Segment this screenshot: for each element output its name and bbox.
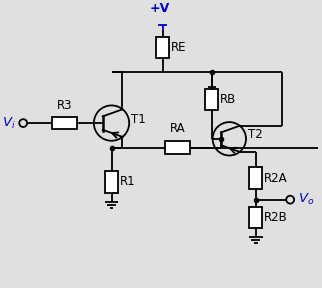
Bar [250, 167, 262, 189]
Text: R2A: R2A [264, 172, 288, 185]
Text: +V: +V [149, 2, 170, 15]
Bar [156, 37, 169, 58]
Text: R1: R1 [120, 175, 136, 188]
Text: R2B: R2B [264, 211, 288, 224]
Bar [165, 141, 190, 154]
Bar [205, 89, 218, 110]
Text: T2: T2 [248, 128, 263, 141]
Text: $V_o$: $V_o$ [298, 192, 314, 207]
Bar [250, 206, 262, 228]
Text: RA: RA [169, 122, 185, 135]
Text: RE: RE [171, 41, 186, 54]
Text: RB: RB [220, 93, 236, 106]
Bar [105, 171, 118, 193]
Text: $V_i$: $V_i$ [2, 115, 15, 131]
Text: T1: T1 [131, 113, 146, 126]
Text: R3: R3 [57, 99, 72, 112]
Bar [52, 117, 77, 130]
